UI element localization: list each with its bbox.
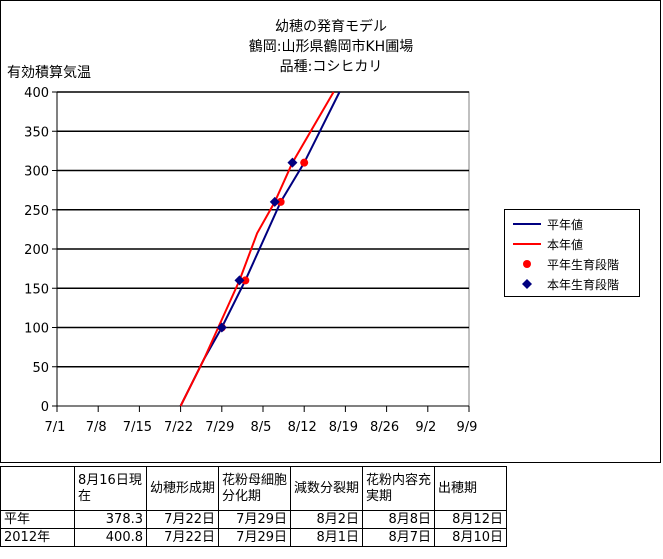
y-tick-label: 0	[41, 400, 49, 415]
table-cell: 8月10日	[434, 528, 507, 547]
x-tick-label: 7/15	[123, 420, 152, 435]
x-tick-label: 8/5	[251, 420, 272, 435]
y-tick-label: 350	[24, 125, 49, 140]
table-header-cell	[0, 466, 75, 511]
table-cell: 7月29日	[218, 510, 291, 529]
legend-marker-diamond	[522, 279, 532, 289]
legend-marker-circle	[523, 260, 531, 268]
table-header-cell: 幼穂形成期	[146, 466, 219, 511]
table-row-label: 平年	[0, 510, 75, 529]
y-tick-label: 50	[32, 361, 49, 376]
series-3-point-1	[234, 275, 245, 286]
table-cell: 8月8日	[362, 510, 435, 529]
series-3-point-0	[216, 322, 227, 333]
legend-item: 本年生育段階	[505, 274, 641, 294]
legend-label: 本年値	[547, 238, 584, 252]
table-cell: 378.3	[74, 510, 147, 529]
x-tick-label: 9/2	[415, 420, 436, 435]
chart-title-line-3: 品種:コシヒカリ	[279, 59, 383, 75]
chart-title-line-1: 幼穂の発育モデル	[275, 19, 387, 35]
legend-item: 本年値	[505, 234, 641, 254]
table-cell: 8月1日	[290, 528, 363, 547]
table-header-cell: 花粉母細胞分化期	[218, 466, 291, 511]
table-cell: 8月2日	[290, 510, 363, 529]
series-2-point-2	[276, 197, 285, 206]
series-markers	[216, 157, 309, 333]
x-tick-label: 9/9	[457, 420, 478, 435]
x-tick-labels: 7/1 7/8 7/15 7/22 7/29 8/5 8/12 8/19 8/26 9/2 9/9	[45, 420, 478, 435]
legend-swatch	[523, 260, 531, 268]
table-cell: 8月7日	[362, 528, 435, 547]
legend-swatch	[513, 223, 541, 225]
legend-label: 平年生育段階	[547, 258, 620, 272]
x-tick-label: 7/29	[205, 420, 234, 435]
chart-frame: 幼穂の発育モデル 鶴岡:山形県鶴岡市KH圃場 品種:コシヒカリ 有効積算気温 0…	[0, 0, 661, 463]
table-cell: 7月22日	[146, 528, 219, 547]
table-header-cell: 減数分裂期	[290, 466, 363, 511]
legend-swatch	[522, 279, 532, 289]
table-cell: 400.8	[74, 528, 147, 547]
table-header-cell: 花粉内容充実期	[362, 466, 435, 511]
y-tick-label: 300	[24, 165, 49, 180]
y-tick-label: 100	[24, 322, 49, 337]
series-3-point-3	[287, 157, 298, 168]
series-2-point-1	[241, 276, 250, 285]
table-header-row: 8月16日現在 幼穂形成期 花粉母細胞分化期 減数分裂期 花粉内容充実期 出穂期	[0, 466, 507, 511]
chart-title-line-2: 鶴岡:山形県鶴岡市KH圃場	[248, 39, 414, 55]
series-2-point-3	[300, 158, 309, 167]
legend-item: 平年値	[505, 214, 641, 234]
table-cell: 7月29日	[218, 528, 291, 547]
table-cell: 8月12日	[434, 510, 507, 529]
table-header-cell: 8月16日現在	[74, 466, 147, 511]
legend-swatch	[513, 243, 541, 245]
y-tick-label: 150	[24, 282, 49, 297]
x-tick-label: 8/12	[288, 420, 317, 435]
x-tick-label: 8/19	[329, 420, 358, 435]
x-tick-label: 7/22	[164, 420, 193, 435]
data-table: 8月16日現在 幼穂形成期 花粉母細胞分化期 減数分裂期 花粉内容充実期 出穂期 平年 37…	[0, 466, 507, 547]
x-tick-label: 7/1	[45, 420, 66, 435]
table-row: 平年 378.3 7月22日 7月29日 8月2日 8月8日 8月12日	[0, 510, 507, 529]
legend: 平年値本年値平年生育段階 本年生育段階	[504, 209, 640, 297]
y-tick-labels: 0 50 100 150 200 250 300 350 400	[24, 86, 49, 415]
table-row: 2012年 400.8 7月22日 7月29日 8月1日 8月7日 8月10日	[0, 528, 507, 547]
grid-lines	[57, 91, 469, 368]
legend-label: 本年生育段階	[547, 278, 620, 292]
table-row-label: 2012年	[0, 528, 75, 547]
table-header-cell: 出穂期	[434, 466, 507, 511]
series-line-1	[179, 91, 335, 407]
x-tick-label: 7/8	[86, 420, 107, 435]
y-tick-label: 200	[24, 243, 49, 258]
legend-item: 平年生育段階	[505, 254, 641, 274]
x-tick-label: 8/26	[370, 420, 399, 435]
axes	[52, 91, 470, 412]
table-cell: 7月22日	[146, 510, 219, 529]
legend-label: 平年値	[547, 218, 584, 232]
series-3-point-2	[269, 196, 280, 207]
y-tick-label: 250	[24, 204, 49, 219]
y-tick-label: 400	[24, 86, 49, 101]
y-axis-label: 有効積算気温	[7, 65, 91, 81]
table-body: 平年 378.3 7月22日 7月29日 8月2日 8月8日 8月12日 2012年 400.8…	[0, 510, 507, 547]
